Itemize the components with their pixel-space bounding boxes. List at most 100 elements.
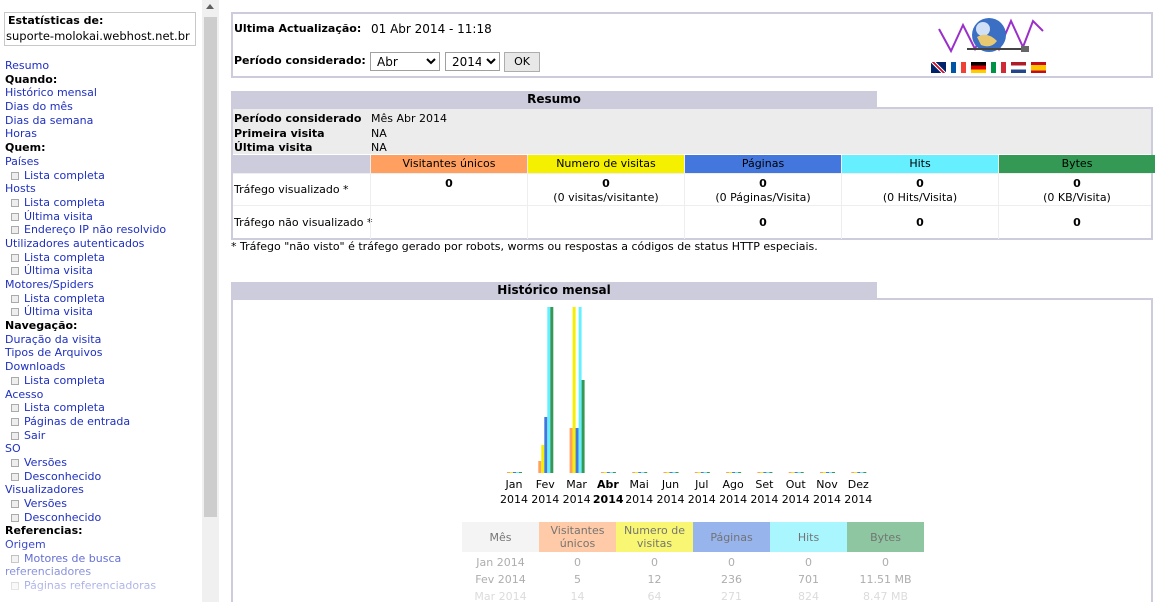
sidebar-item[interactable]: Dias da semana [5, 114, 166, 128]
sidebar-item[interactable]: Histórico mensal [5, 86, 166, 100]
sidebar-item-label[interactable]: Lista completa [24, 291, 105, 305]
sidebar-item-label[interactable]: Última visita [24, 264, 93, 278]
bullet-square-icon [11, 500, 19, 508]
chart-bar [519, 472, 522, 473]
chart-bar [757, 472, 761, 473]
italy-flag-icon[interactable] [991, 62, 1006, 73]
sidebar-item-label[interactable]: Dias do mês [5, 100, 73, 114]
sidebar-subitem[interactable]: Endereço IP não resolvido [5, 223, 166, 237]
sidebar-item-label[interactable]: Lista completa [24, 168, 105, 182]
sidebar-item[interactable]: Downloads [5, 360, 166, 374]
sidebar-item-label[interactable]: Histórico mensal [5, 86, 97, 100]
sidebar-item-label[interactable]: Lista completa [24, 401, 105, 415]
sidebar-item-label[interactable]: SO [5, 442, 21, 456]
sidebar-item-label[interactable]: Lista completa [24, 195, 105, 209]
sidebar-item[interactable]: Tipos de Arquivos [5, 346, 166, 360]
sidebar-subitem[interactable]: Última visita [5, 305, 166, 319]
sidebar-subitem[interactable]: Versões [5, 497, 166, 511]
sidebar-item-label[interactable]: Páginas de entrada [24, 414, 131, 428]
sidebar-subitem[interactable]: Última visita [5, 210, 166, 224]
sidebar-item[interactable]: Resumo [5, 59, 166, 73]
sidebar-item-label[interactable]: Versões [24, 497, 67, 510]
chart-bar [726, 472, 730, 473]
spain-flag-icon[interactable] [1031, 62, 1046, 73]
sidebar-subitem[interactable]: Desconhecido [5, 511, 166, 525]
chart-bar [572, 307, 576, 473]
sidebar-item[interactable]: Hosts [5, 182, 166, 196]
month-label: Set 2014 [749, 477, 779, 507]
sidebar-item-label[interactable]: Desconhecido [24, 469, 102, 483]
sidebar-item-label[interactable]: Última visita [24, 209, 93, 223]
month-label: Jan 2014 [499, 477, 529, 507]
sidebar-item-label[interactable]: Visualizadores [5, 483, 84, 497]
sidebar-subitem[interactable]: Lista completa [5, 374, 166, 388]
sidebar-item[interactable]: Utilizadores autenticados [5, 237, 166, 251]
viewed-ratio: (0 visitas/visitante) [553, 191, 659, 204]
ok-button[interactable]: OK [504, 52, 540, 72]
awstats-logo [938, 18, 1044, 54]
sidebar-item-label[interactable]: Hosts [5, 182, 36, 196]
chart-bar [763, 472, 767, 473]
sidebar-item[interactable]: Motores/Spiders [5, 278, 166, 292]
sidebar-subitem[interactable]: Lista completa [5, 169, 166, 183]
sidebar-item[interactable]: Horas [5, 127, 166, 141]
sidebar-subitem[interactable]: Lista completa [5, 401, 166, 415]
viewed-value: 0 [916, 177, 924, 190]
chart-bar [575, 428, 579, 473]
sidebar-item-label[interactable]: Versões [24, 455, 67, 469]
chart-bar [644, 472, 648, 473]
chart-bar [797, 472, 801, 473]
month-select[interactable]: Abr [370, 52, 440, 71]
sidebar-subitem[interactable]: Desconhecido [5, 470, 166, 484]
hist-table-cell: 14 [570, 590, 585, 603]
france-flag-icon[interactable] [951, 62, 966, 73]
chart-bar [706, 472, 710, 473]
month-name: Set [755, 478, 774, 491]
sidebar-item[interactable]: Dias do mês [5, 100, 166, 114]
sidebar-subitem[interactable]: Versões [5, 456, 166, 470]
month-label: Jul 2014 [687, 477, 717, 507]
sidebar-item-label[interactable]: Lista completa [24, 250, 105, 264]
sidebar-subitem[interactable]: Lista completa [5, 196, 166, 210]
sidebar-item-label[interactable]: Endereço IP não resolvido [24, 223, 167, 237]
grid-line [233, 205, 1151, 206]
sidebar-item-label[interactable]: Resumo [5, 59, 50, 72]
sidebar-item[interactable]: Visualizadores [5, 483, 166, 497]
sidebar-subitem[interactable]: Lista completa [5, 292, 166, 306]
sidebar-item-label[interactable]: Horas [5, 127, 37, 141]
sidebar-subitem[interactable]: Páginas de entrada [5, 415, 166, 429]
sidebar-item[interactable]: SO [5, 442, 166, 456]
netherlands-flag-icon[interactable] [1011, 62, 1026, 73]
resumo-col-header: Páginas [685, 155, 841, 173]
sidebar-subitem[interactable]: Lista completa [5, 251, 166, 265]
sidebar-item-label[interactable]: Dias da semana [5, 113, 94, 127]
first-visit-value: NA [371, 127, 387, 140]
scrollbar-thumb[interactable] [204, 17, 217, 517]
sidebar-item-label[interactable]: Última visita [24, 305, 93, 319]
sidebar-scrollbar[interactable] [202, 0, 219, 602]
sidebar-item-label[interactable]: Tipos de Arquivos [5, 346, 103, 360]
germany-flag-icon[interactable] [971, 62, 986, 73]
sidebar-item-label[interactable]: Utilizadores autenticados [5, 236, 145, 250]
month-name: Jun [661, 478, 680, 491]
sidebar-item[interactable]: Duração da visita [5, 333, 166, 347]
bullet-square-icon [11, 171, 19, 180]
sidebar-subitem[interactable]: Sair [5, 429, 166, 443]
sidebar-subitem[interactable]: Última visita [5, 264, 166, 278]
sidebar-item-label[interactable]: Motores/Spiders [5, 278, 94, 291]
sidebar-item-label[interactable]: Sair [24, 428, 46, 442]
uk-flag-icon[interactable] [931, 62, 946, 73]
sidebar-item[interactable]: Acesso [5, 388, 166, 402]
sidebar-item-label[interactable]: Países [5, 154, 40, 168]
resumo-panel: Período considerado Mês Abr 2014 Primeir… [231, 107, 1155, 240]
sidebar-item-label[interactable]: Duração da visita [5, 332, 102, 346]
sidebar-item[interactable]: Países [5, 155, 166, 169]
scroll-up-arrow-icon[interactable] [206, 4, 214, 9]
sidebar-item-label[interactable]: Desconhecido [24, 510, 102, 524]
sidebar-item-label[interactable]: Acesso [5, 387, 44, 401]
bullet-square-icon [11, 472, 19, 481]
sidebar-item-label[interactable]: Downloads [5, 360, 66, 374]
sidebar-item-label[interactable]: Lista completa [24, 373, 105, 387]
year-select[interactable]: 2014 [445, 52, 500, 71]
chart-bar [663, 472, 667, 473]
